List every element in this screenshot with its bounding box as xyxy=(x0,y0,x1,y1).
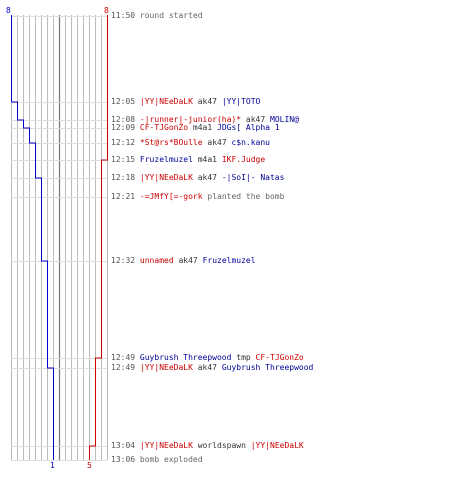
victim-name: c$n.kanu xyxy=(231,138,270,147)
victim-name: JDGs[ Alpha 1 xyxy=(217,123,280,132)
event-row: 12:15 Fruzelmuzel m4a1 IKF.Judge xyxy=(111,155,265,165)
event-row: 13:04 |YY|NEeDaLK worldspawn |YY|NEeDaLK xyxy=(111,441,304,451)
victim-name: -|SoI|- Natas xyxy=(221,173,285,182)
event-time: 12:12 xyxy=(111,138,136,147)
event-time: 12:49 xyxy=(111,353,136,362)
event-text: bomb exploded xyxy=(139,455,203,464)
weapon-name: ak47 xyxy=(245,115,266,124)
victim-name: |YY|NEeDaLK xyxy=(250,441,304,450)
event-time: 11:50 xyxy=(111,11,136,20)
red-start-count: 8 xyxy=(104,6,109,15)
event-time: 12:32 xyxy=(111,256,136,265)
killer-name: -|runner|-junior(ha)* xyxy=(139,115,242,124)
victim-name: Guybrush Threepwood xyxy=(221,363,314,372)
event-row: 12:05 |YY|NEeDaLK ak47 |YY|TOTO xyxy=(111,97,260,107)
event-row: 12:32 unnamed ak47 Fruzelmuzel xyxy=(111,256,256,266)
killer-name: CF-TJGonZo xyxy=(139,123,189,132)
victim-name: Fruzelmuzel xyxy=(202,256,256,265)
weapon-name: ak47 xyxy=(197,97,217,106)
event-time: 12:09 xyxy=(111,123,136,132)
blue-team-line xyxy=(11,15,54,460)
event-row: 13:06 bomb exploded xyxy=(111,455,203,465)
event-time: 12:18 xyxy=(111,173,136,182)
event-time: 12:21 xyxy=(111,192,136,201)
killer-name: |YY|NEeDaLK xyxy=(139,173,193,182)
weapon-name: tmp xyxy=(236,353,251,362)
event-row: 12:08 -|runner|-junior(ha)* ak47 MOLIN@ xyxy=(111,115,299,125)
killer-name: |YY|NEeDaLK xyxy=(139,97,193,106)
killer-name: *St@rs*BOulle xyxy=(139,138,203,147)
red-end-count: 5 xyxy=(87,461,92,470)
killer-name: Guybrush Threepwood xyxy=(139,353,232,362)
weapon-name: ak47 xyxy=(207,138,227,147)
event-row: 12:09 CF-TJGonZo m4a1 JDGs[ Alpha 1 xyxy=(111,123,280,133)
event-time: 12:08 xyxy=(111,115,136,124)
event-row: 12:49 |YY|NEeDaLK ak47 Guybrush Threepwo… xyxy=(111,363,313,373)
killer-name: |YY|NEeDaLK xyxy=(139,441,193,450)
red-team-line xyxy=(89,15,108,460)
event-time: 12:05 xyxy=(111,97,136,106)
event-row: 12:18 |YY|NEeDaLK ak47 -|SoI|- Natas xyxy=(111,173,284,183)
victim-name: IKF.Judge xyxy=(221,155,266,164)
event-time: 12:15 xyxy=(111,155,136,164)
event-time: 13:04 xyxy=(111,441,136,450)
blue-start-count: 8 xyxy=(6,6,11,15)
event-row: 12:49 Guybrush Threepwood tmp CF-TJGonZo xyxy=(111,353,304,363)
event-row: 12:12 *St@rs*BOulle ak47 c$n.kanu xyxy=(111,138,270,148)
weapon-name: ak47 xyxy=(197,363,217,372)
victim-name: |YY|TOTO xyxy=(221,97,261,106)
event-time: 13:06 xyxy=(111,455,136,464)
event-time: 12:49 xyxy=(111,363,136,372)
weapon-name: m4a1 xyxy=(192,123,213,132)
killer-name: unnamed xyxy=(139,256,174,265)
weapon-name: ak47 xyxy=(178,256,198,265)
victim-name: MOLIN@ xyxy=(270,115,299,124)
killer-name: Fruzelmuzel xyxy=(139,155,193,164)
victim-name: CF-TJGonZo xyxy=(255,353,304,362)
weapon-name: worldspawn xyxy=(197,441,246,450)
killer-name: |YY|NEeDaLK xyxy=(139,363,193,372)
event-row: 12:21 -=JMfY[=-gork planted the bomb xyxy=(111,192,284,202)
event-row: 11:50 round started xyxy=(111,11,203,21)
event-text: round started xyxy=(139,11,203,20)
blue-end-count: 1 xyxy=(50,461,55,470)
weapon-name: ak47 xyxy=(197,173,217,182)
event-text: planted the bomb xyxy=(207,192,285,201)
planter-name: -=JMfY[=-gork xyxy=(139,192,203,201)
weapon-name: m4a1 xyxy=(197,155,217,164)
